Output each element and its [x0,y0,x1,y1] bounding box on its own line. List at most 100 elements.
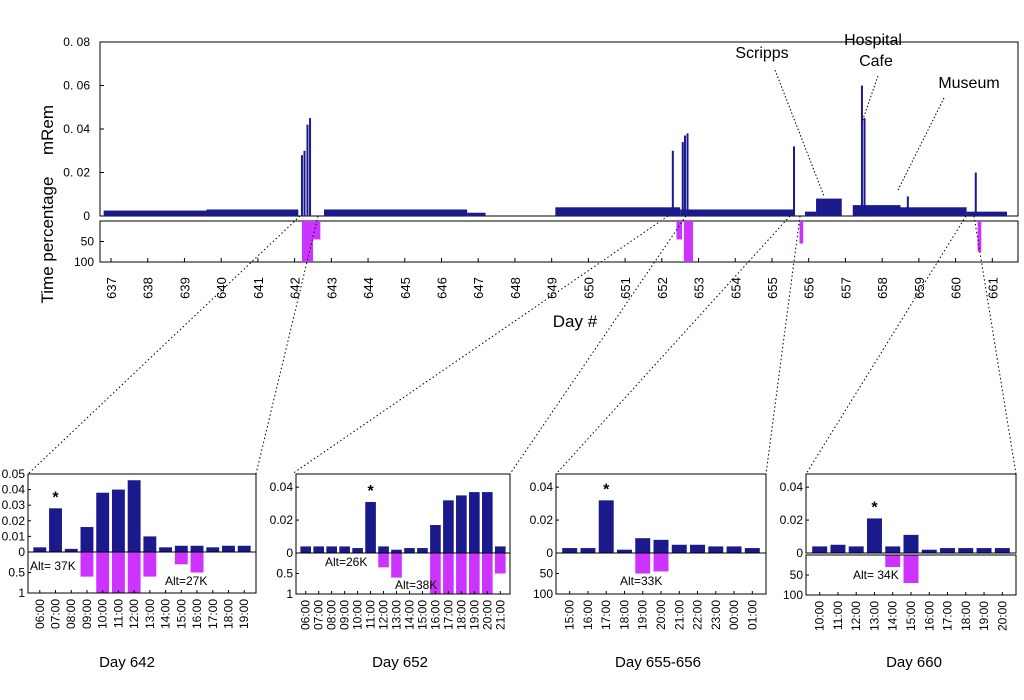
tick-label: 651 [618,277,633,299]
time-percentage-bar [391,553,402,578]
dose-bar [352,548,363,553]
tick-label: 21:00 [672,600,686,630]
tick-label: 11:00 [831,601,845,630]
tick-label: 22:00 [691,600,705,630]
time-percentage-bar [469,553,480,594]
tick-label: 0.04 [780,480,804,494]
tick-label: 0.05 [2,467,26,481]
overview-x-ticks: 637 638 639 640 641 642 643 644 645 646 647 648 649 6… [104,258,1000,299]
tick-label: 637 [104,277,119,299]
time-percentage-bar [799,221,804,244]
panel-title-day-652: Day 652 [372,654,428,671]
tick-label: 648 [508,277,523,299]
annotation-museum-leader [897,97,945,191]
tick-label: 656 [802,277,817,299]
tick-label: 18:00 [454,600,468,630]
dose-segment [103,210,207,216]
overview-xlabel: Day # [553,312,598,331]
panel-day-652: 0.04 0.02 0 0.5 1 06:0007:0008:0009:0010:0011… [270,473,511,630]
tick-label: 06:00 [33,599,47,629]
dose-bar [206,547,220,552]
dose-spike [671,150,674,216]
altitude-label: Alt= 37K [30,559,76,573]
connector-655-left [555,215,791,475]
dose-bar [635,538,651,553]
dose-bar [744,548,760,553]
tick-label: 100 [533,587,553,601]
time-percentage-bar [977,221,982,252]
tick-label: 11:00 [364,600,378,629]
tick-label: 00:00 [727,600,741,630]
tick-label: 50 [540,567,554,581]
overview-dose-series [103,85,1007,216]
tick-label: 650 [581,277,596,299]
dose-bar [481,492,493,553]
tick-label: 0. 06 [63,79,90,93]
tick-label: 100 [783,588,803,602]
dose-bar [33,547,47,552]
tick-label: 0.01 [2,529,26,543]
tick-label: 11:00 [111,599,125,628]
tick-label: 654 [728,277,743,299]
dose-bar [378,546,389,553]
time-percentage-bar [494,553,506,574]
dose-bar [391,549,402,553]
tick-label: 12:00 [849,601,863,631]
dose-bar [958,548,974,553]
tick-label: 1 [18,586,25,600]
tick-label: 0. 04 [63,122,90,136]
time-percentage-bar [312,221,321,240]
panel-title-day-660: Day 660 [886,654,942,671]
dose-bar [812,546,828,553]
dose-spike [793,146,796,216]
dose-bar [671,544,687,553]
tick-label: 0.02 [780,513,804,527]
connector-660-right [973,215,1017,475]
dose-bar [598,500,614,553]
time-percentage-bar [190,552,204,573]
panel-day-660: 0.04 0.02 0 50 100 10:00 11:00 12:00 13:00 14:00 1… [780,473,1017,631]
dose-bar [866,518,882,553]
overview-time-percentage-series [301,221,982,262]
tick-label: 1 [286,587,293,601]
tick-label: 15:00 [415,600,429,630]
tick-label: 653 [692,277,707,299]
dose-bar [994,548,1010,553]
dose-segment [555,207,681,216]
time-percentage-bar [443,553,454,594]
tick-label: 14:00 [402,600,416,630]
tick-label: 21:00 [493,600,507,630]
tick-label: 658 [875,277,890,299]
tick-label: 06:00 [299,600,313,630]
tick-label: 17:00 [441,600,455,630]
dose-bar [127,480,141,552]
connector-652-right [509,215,687,475]
dose-spike [309,118,312,216]
dose-bar [848,546,864,553]
tick-label: 50 [81,235,95,249]
overview-dose-ylabel: mRem [38,105,57,155]
star-marker: * [367,483,374,500]
tick-label: 643 [324,277,339,299]
tick-label: 17:00 [599,600,613,630]
tick-label: 15:00 [563,600,577,630]
dose-bar [726,546,742,553]
dose-bar [443,500,454,553]
dose-bar [494,546,506,553]
annotation-museum: Museum [938,75,999,92]
dose-bar [365,501,376,553]
dose-spike [686,133,689,216]
time-percentage-bar [111,552,125,593]
dose-bar [300,546,312,553]
dose-bar [562,548,578,553]
annotation-scripps: Scripps [735,45,788,62]
tick-label: 09:00 [338,600,352,630]
panel-day-655-656: 0.04 0.02 0 50 100 15:00 16:00 17:00 18:00 19:00 2… [530,473,767,630]
time-percentage-bar [676,221,683,240]
dose-segment [852,205,901,216]
time-percentage-bar [301,221,313,262]
tick-label: 19:00 [977,601,991,631]
star-marker: * [52,489,59,506]
